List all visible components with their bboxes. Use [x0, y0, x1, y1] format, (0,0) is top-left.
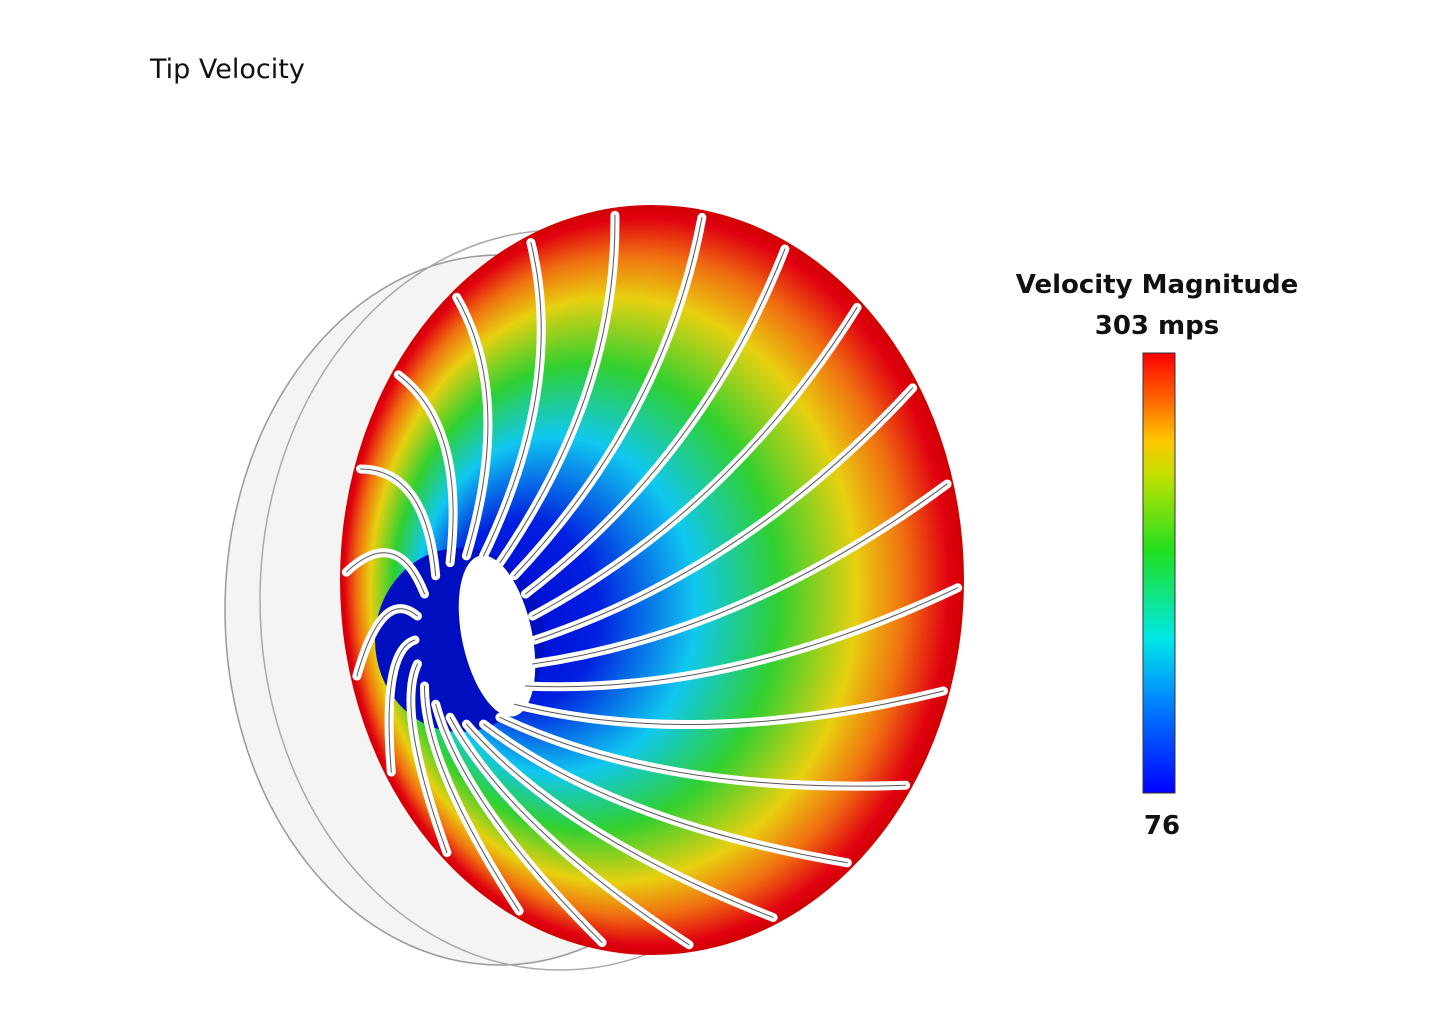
- impeller-render: [224, 205, 964, 971]
- blade-edge: [388, 639, 416, 773]
- blade-edge: [532, 306, 858, 617]
- blade-edge: [513, 216, 703, 577]
- blade-edge: [524, 248, 786, 595]
- blades: [341, 210, 963, 950]
- blade-edge: [499, 716, 907, 787]
- blade-edge: [397, 374, 454, 564]
- hub-hole: [458, 555, 536, 717]
- legend-min: 76: [1144, 811, 1180, 841]
- legend-max: 303 mps: [1095, 311, 1220, 341]
- blade-edge: [435, 703, 603, 944]
- blade-edge: [356, 608, 418, 677]
- legend-title: Velocity Magnitude: [1016, 270, 1299, 300]
- blade-edge: [532, 483, 948, 665]
- blade-edge: [483, 723, 848, 864]
- blade-edge: [360, 468, 437, 577]
- blade-edge: [483, 242, 542, 557]
- blade-edge: [456, 296, 489, 557]
- blade-edge: [465, 723, 774, 918]
- legend: Velocity Magnitude 303 mps 76: [1016, 270, 1299, 841]
- blade-edge: [410, 663, 448, 854]
- blade-edge: [449, 716, 690, 946]
- color-bar: [1142, 352, 1176, 794]
- page-title: Tip Velocity: [149, 54, 305, 85]
- blade-edge: [524, 587, 959, 688]
- blade-edge: [345, 552, 426, 595]
- blade-edge: [499, 214, 616, 564]
- blade-edge: [513, 690, 944, 726]
- blade-edge: [424, 685, 520, 912]
- blade-edge: [534, 387, 914, 641]
- shroud-surface: [340, 205, 964, 955]
